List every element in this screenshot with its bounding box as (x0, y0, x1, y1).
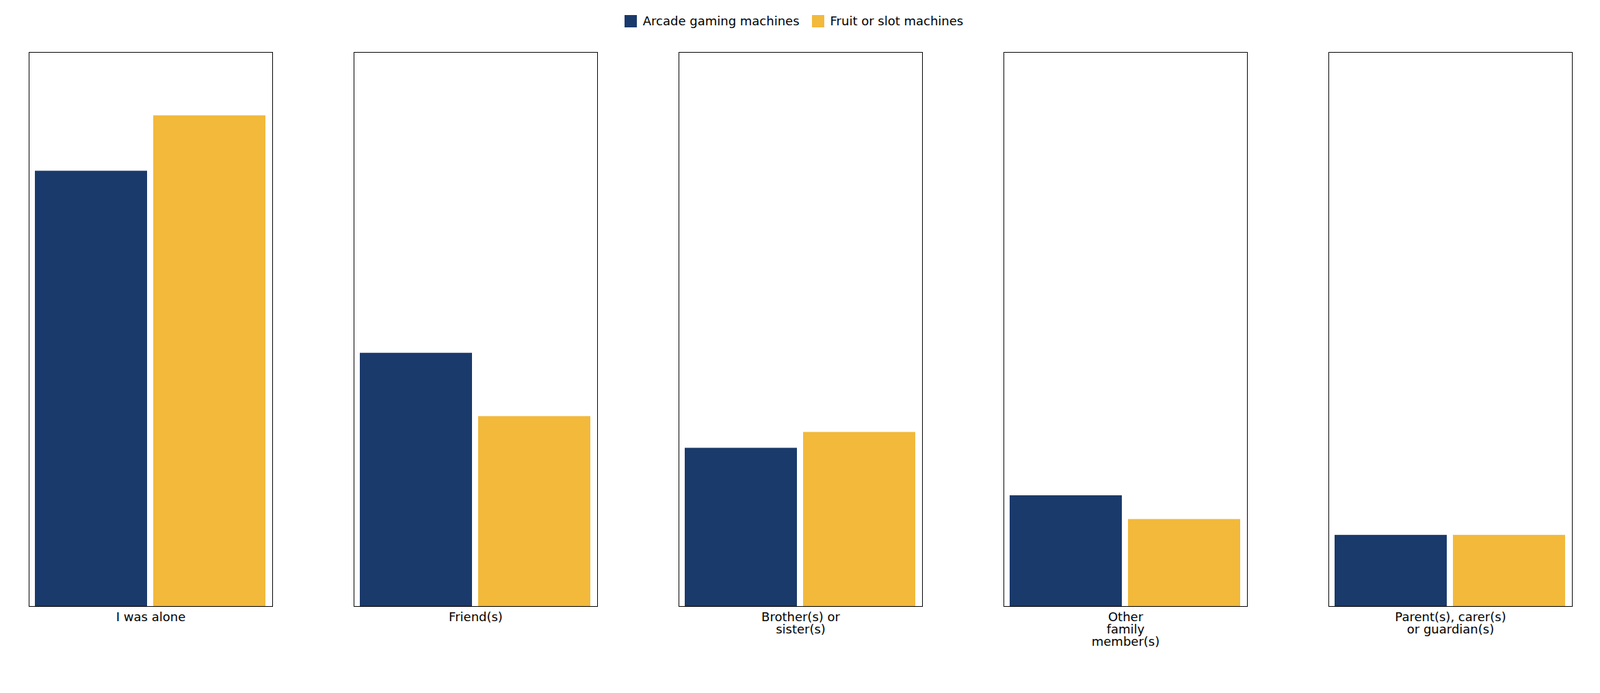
svg-text:Otherfamilymember(s): Otherfamilymember(s) (1091, 609, 1159, 649)
svg-text:I was alone: I was alone (115, 609, 185, 624)
svg-text:Brother(s) orsister(s): Brother(s) orsister(s) (761, 609, 841, 637)
html-text:Arcade gaming machines: Arcade gaming machines (642, 13, 800, 29)
svg-text:Friend(s): Friend(s) (448, 609, 503, 624)
html-text:Fruit or slot machines: Fruit or slot machines (830, 13, 964, 29)
svg-text:Parent(s), carer(s)or guardian: Parent(s), carer(s)or guardian(s) (1394, 609, 1506, 637)
